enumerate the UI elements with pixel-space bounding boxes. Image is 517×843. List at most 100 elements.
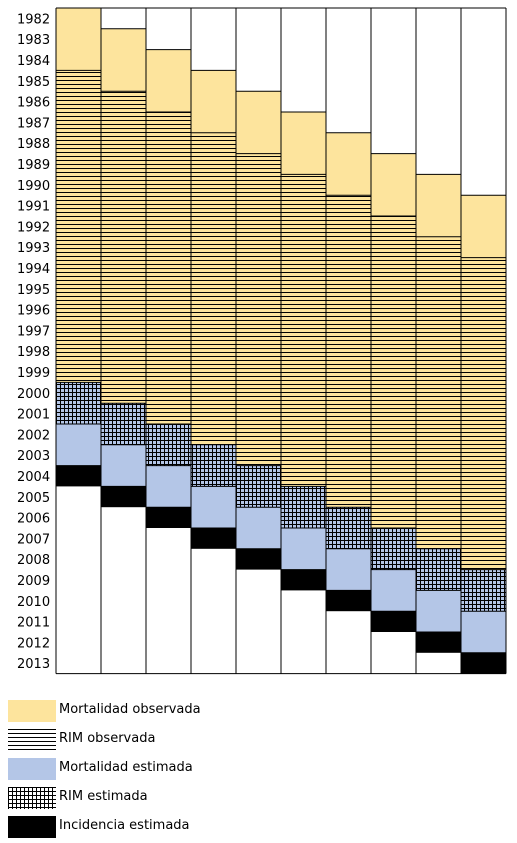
segment-mortalidad-estimada (371, 569, 416, 612)
year-label: 1990 (17, 179, 50, 194)
year-label: 1985 (17, 75, 50, 90)
cohort-column (326, 132, 371, 612)
segment-mortalidad-estimada (416, 590, 461, 632)
segment-mortalidad-observada (371, 153, 416, 216)
legend-label: RIM estimada (59, 789, 148, 804)
year-label: 2010 (17, 595, 50, 610)
year-label: 2013 (17, 657, 50, 672)
segment-mortalidad-observada (461, 195, 506, 258)
legend-item-incidencia-estimada: Incidencia estimada (8, 816, 408, 838)
diagram-frame (55, 7, 507, 675)
year-label: 2005 (17, 491, 50, 506)
segment-incidencia-estimada (56, 465, 101, 487)
cohort-column (281, 111, 326, 591)
year-label: 2008 (17, 553, 50, 568)
segment-incidencia-estimada (236, 548, 281, 570)
legend-item-rim-observada: RIM observada (8, 729, 408, 751)
cohort-column (461, 194, 506, 674)
cohort-columns (56, 7, 506, 674)
year-label: 1982 (17, 12, 50, 27)
segment-rim-observada (281, 174, 326, 487)
segment-rim-estimada (101, 403, 146, 445)
segment-incidencia-estimada (461, 652, 506, 674)
year-label: 2006 (17, 512, 50, 527)
cohort-column (101, 28, 146, 508)
segment-incidencia-estimada (416, 632, 461, 653)
cohort-column (56, 7, 101, 487)
segment-rim-estimada (416, 548, 461, 591)
segment-rim-observada (191, 132, 236, 445)
legend-item-rim-estimada: RIM estimada (8, 787, 408, 809)
segment-incidencia-estimada (191, 528, 236, 549)
year-label: 2000 (17, 387, 50, 402)
year-label: 2002 (17, 428, 50, 443)
year-label: 2009 (17, 574, 50, 589)
legend-label: Mortalidad observada (59, 702, 201, 717)
year-label: 2011 (17, 616, 50, 631)
segment-mortalidad-estimada (101, 444, 146, 487)
segment-mortalidad-observada (146, 49, 191, 112)
segment-mortalidad-observada (326, 132, 371, 196)
segment-mortalidad-observada (101, 28, 146, 92)
year-label: 1988 (17, 137, 50, 152)
legend-label: Incidencia estimada (59, 818, 190, 833)
segment-rim-observada (56, 70, 101, 383)
cohort-column (146, 49, 191, 528)
segment-mortalidad-observada (236, 91, 281, 154)
segment-rim-estimada (236, 465, 281, 508)
segment-rim-estimada (371, 528, 416, 570)
segment-mortalidad-observada (56, 8, 101, 71)
segment-rim-estimada (281, 486, 326, 528)
cohort-column (416, 173, 461, 653)
segment-mortalidad-observada (416, 174, 461, 237)
year-label: 1987 (17, 116, 50, 131)
segment-rim-estimada (461, 569, 506, 612)
segment-mortalidad-estimada (56, 424, 101, 466)
segment-rim-observada (461, 257, 506, 570)
year-label: 1992 (17, 220, 50, 235)
segment-rim-observada (326, 195, 371, 508)
segment-rim-estimada (191, 444, 236, 487)
year-label: 1984 (17, 54, 50, 69)
year-label: 1993 (17, 241, 50, 256)
legend-swatch-mortalidad-estimada (8, 758, 56, 780)
cohort-column (371, 153, 416, 632)
year-label: 1991 (17, 200, 50, 215)
segment-mortalidad-estimada (191, 486, 236, 528)
segment-rim-observada (371, 216, 416, 528)
legend-swatch-rim-estimada (8, 787, 56, 809)
year-label: 1994 (17, 262, 50, 277)
legend-swatch-rim-observada (8, 729, 56, 751)
year-label: 2003 (17, 449, 50, 464)
year-label: 2004 (17, 470, 50, 485)
segment-rim-observada (146, 112, 191, 424)
year-label: 1995 (17, 283, 50, 298)
segment-mortalidad-estimada (326, 548, 371, 591)
segment-incidencia-estimada (326, 590, 371, 612)
segment-mortalidad-observada (281, 112, 326, 175)
legend-label: RIM observada (59, 731, 156, 746)
cohort-column (191, 69, 236, 549)
segment-rim-estimada (146, 424, 191, 466)
segment-incidencia-estimada (101, 486, 146, 508)
segment-rim-observada (416, 236, 461, 549)
cohort-diagram: 1982 1983 1984 1985 1986 1987 1988 1989 1990 1991… (17, 7, 507, 675)
legend-swatch-incidencia-estimada (8, 816, 56, 838)
segment-mortalidad-estimada (281, 528, 326, 570)
segment-incidencia-estimada (281, 569, 326, 591)
legend-swatch-mortalidad-observada (8, 700, 56, 722)
year-label: 1986 (17, 96, 50, 111)
year-label: 1998 (17, 345, 50, 360)
year-label: 2001 (17, 408, 50, 423)
year-label: 1983 (17, 33, 50, 48)
segment-incidencia-estimada (371, 611, 416, 632)
year-label: 1997 (17, 324, 50, 339)
cohort-column (236, 90, 281, 570)
year-label: 2012 (17, 636, 50, 651)
year-label: 2007 (17, 532, 50, 547)
segment-incidencia-estimada (146, 507, 191, 528)
segment-mortalidad-estimada (146, 465, 191, 508)
year-label: 1999 (17, 366, 50, 381)
segment-rim-observada (101, 91, 146, 404)
legend-label: Mortalidad estimada (59, 760, 193, 775)
